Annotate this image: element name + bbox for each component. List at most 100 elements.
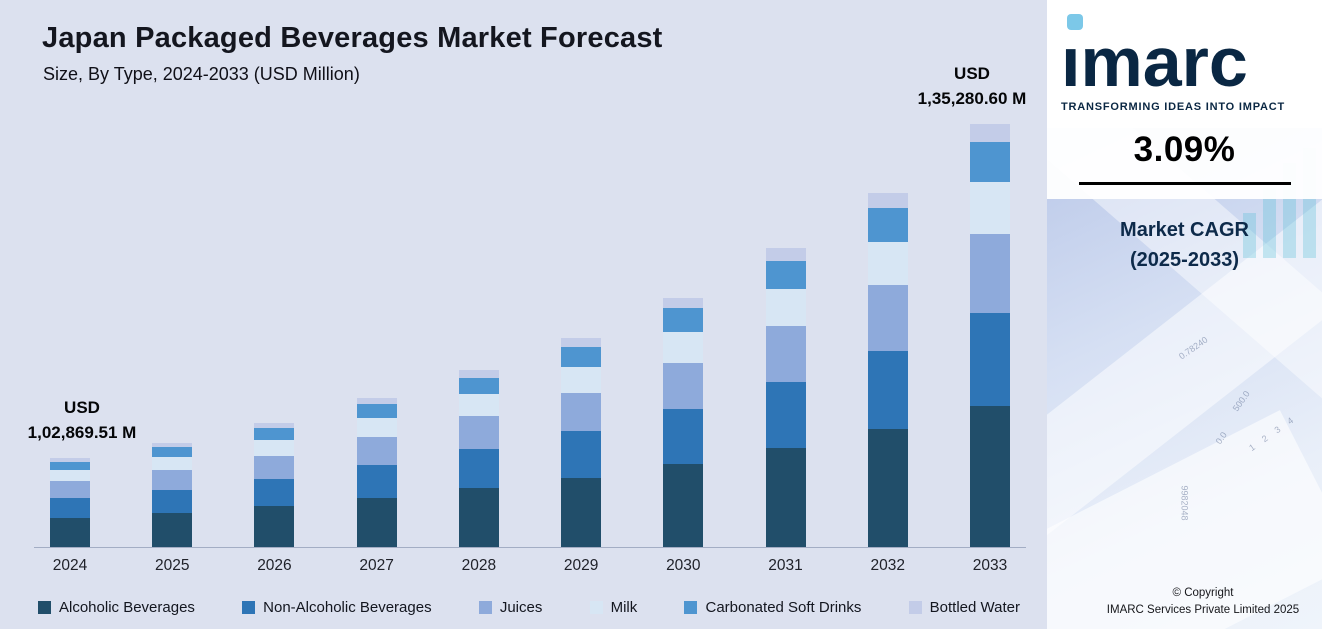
bar-column-2033: 2033 xyxy=(969,124,1010,574)
segment-bottled-water-2024 xyxy=(50,457,90,462)
start-value-annotation: USD 1,02,869.51 M xyxy=(12,396,152,445)
x-axis-label-2027: 2027 xyxy=(359,557,394,574)
decorative-artwork: 500.0 0.0 1 2 3 4 9982048 0.78240 xyxy=(1047,46,1322,629)
segment-alcoholic-beverages-2033 xyxy=(969,406,1010,548)
segment-bottled-water-2028 xyxy=(458,370,499,378)
stacked-bar-chart: 2024 2025 2026 2027 2028 2029 2030 2031 2032 2033 xyxy=(34,118,1026,574)
logo-wordmark: ımarc xyxy=(1061,23,1248,101)
segment-alcoholic-beverages-2030 xyxy=(663,464,704,548)
segment-milk-2029 xyxy=(561,366,602,393)
chart-panel: Japan Packaged Beverages Market Forecast… xyxy=(0,0,1047,629)
segment-milk-2032 xyxy=(867,241,908,286)
segment-milk-2026 xyxy=(254,440,295,456)
segment-bottled-water-2029 xyxy=(561,337,602,347)
segment-bottled-water-2033 xyxy=(969,124,1010,142)
bar-column-2025: 2025 xyxy=(152,443,193,574)
segment-milk-2025 xyxy=(152,457,193,471)
brand-sidebar: ımarc TRANSFORMING IDEAS INTO IMPACT 500… xyxy=(1047,0,1322,629)
segment-juices-2032 xyxy=(867,285,908,352)
segment-non-alcoholic-beverages-2032 xyxy=(867,351,908,430)
legend-item-alcoholic-beverages: Alcoholic Beverages xyxy=(38,599,195,616)
cagr-underline xyxy=(1078,182,1291,185)
copyright-line2: IMARC Services Private Limited 2025 xyxy=(1106,603,1300,616)
stacked-bar-2025 xyxy=(152,443,193,548)
bar-column-2026: 2026 xyxy=(254,422,295,574)
cagr-label-line2: (2025-2033) xyxy=(1130,249,1239,271)
segment-carbonated-soft-drinks-2031 xyxy=(765,260,806,290)
bar-column-2031: 2031 xyxy=(765,248,806,574)
segment-juices-2025 xyxy=(152,470,193,490)
segment-juices-2033 xyxy=(969,234,1010,313)
segment-carbonated-soft-drinks-2033 xyxy=(969,141,1010,183)
segment-alcoholic-beverages-2024 xyxy=(50,517,90,548)
x-axis-label-2025: 2025 xyxy=(154,557,190,574)
legend-swatch-juices xyxy=(478,601,492,614)
legend-item-carbonated-soft-drinks: Carbonated Soft Drinks xyxy=(684,599,861,616)
segment-milk-2030 xyxy=(663,332,704,363)
stacked-bar-2032 xyxy=(867,193,908,548)
stacked-bar-2027 xyxy=(356,397,397,548)
segment-carbonated-soft-drinks-2032 xyxy=(867,207,908,242)
legend-swatch-milk xyxy=(589,601,603,614)
legend-item-milk: Milk xyxy=(589,599,638,616)
x-axis-label-2024: 2024 xyxy=(52,557,88,574)
stacked-bar-2026 xyxy=(254,422,295,548)
legend-label: Bottled Water xyxy=(929,599,1020,616)
end-value-amount: 1,35,280.60 M xyxy=(917,88,1027,108)
x-axis-label-2026: 2026 xyxy=(257,557,292,574)
bar-column-2024: 2024 xyxy=(50,457,90,574)
segment-juices-2026 xyxy=(254,455,295,479)
legend-item-juices: Juices xyxy=(478,599,543,616)
legend-swatch-non-alcoholic-beverages xyxy=(242,601,256,614)
segment-non-alcoholic-beverages-2029 xyxy=(561,431,602,478)
cagr-label-line1: Market CAGR xyxy=(1120,219,1249,241)
logo-dot-icon xyxy=(1067,14,1083,30)
stacked-bar-2033 xyxy=(969,124,1010,548)
decor-number: 500.0 xyxy=(1230,388,1252,414)
segment-alcoholic-beverages-2032 xyxy=(867,429,908,548)
decor-number: 9982048 xyxy=(1179,485,1190,521)
stacked-bar-2029 xyxy=(561,337,602,548)
segment-juices-2031 xyxy=(765,326,806,382)
bar-column-2032: 2032 xyxy=(867,193,908,574)
cagr-value: 3.09% xyxy=(1133,130,1236,169)
legend-swatch-carbonated-soft-drinks xyxy=(684,601,698,614)
x-axis-label-2029: 2029 xyxy=(563,557,599,574)
x-axis-label-2032: 2032 xyxy=(870,557,905,574)
segment-bottled-water-2025 xyxy=(152,443,193,448)
x-axis-label-2028: 2028 xyxy=(461,557,497,574)
segment-juices-2024 xyxy=(50,481,90,499)
segment-non-alcoholic-beverages-2028 xyxy=(458,449,499,489)
x-axis-line xyxy=(34,547,1026,548)
segment-milk-2031 xyxy=(765,289,806,326)
segment-juices-2030 xyxy=(663,362,704,410)
segment-carbonated-soft-drinks-2025 xyxy=(152,447,193,458)
stacked-bar-2031 xyxy=(765,248,806,548)
stacked-bar-2024 xyxy=(50,457,90,548)
legend-item-bottled-water: Bottled Water xyxy=(908,599,1020,616)
bar-column-2027: 2027 xyxy=(356,397,397,574)
stacked-bar-2028 xyxy=(458,370,499,548)
segment-bottled-water-2026 xyxy=(254,422,295,429)
segment-milk-2028 xyxy=(458,394,499,417)
segment-juices-2028 xyxy=(458,416,499,450)
legend-label: Alcoholic Beverages xyxy=(59,599,195,616)
segment-alcoholic-beverages-2031 xyxy=(765,447,806,548)
segment-milk-2033 xyxy=(969,182,1010,235)
start-value-amount: 1,02,869.51 M xyxy=(27,422,137,442)
bar-column-2028: 2028 xyxy=(458,370,499,574)
page-subtitle: Size, By Type, 2024-2033 (USD Million) xyxy=(43,64,360,84)
bar-column-2030: 2030 xyxy=(663,297,704,574)
bar-columns: 2024 2025 2026 2027 2028 2029 2030 2031 2032 2033 xyxy=(40,118,1020,574)
segment-bottled-water-2031 xyxy=(765,248,806,261)
legend-label: Juices xyxy=(499,599,543,616)
segment-alcoholic-beverages-2027 xyxy=(356,497,397,548)
legend-swatch-alcoholic-beverages xyxy=(38,601,51,614)
legend-label: Milk xyxy=(610,599,638,616)
segment-carbonated-soft-drinks-2027 xyxy=(356,404,397,419)
start-value-currency: USD xyxy=(64,398,100,417)
legend-label: Carbonated Soft Drinks xyxy=(705,599,862,616)
end-value-currency: USD xyxy=(954,64,990,83)
segment-bottled-water-2032 xyxy=(867,193,908,208)
